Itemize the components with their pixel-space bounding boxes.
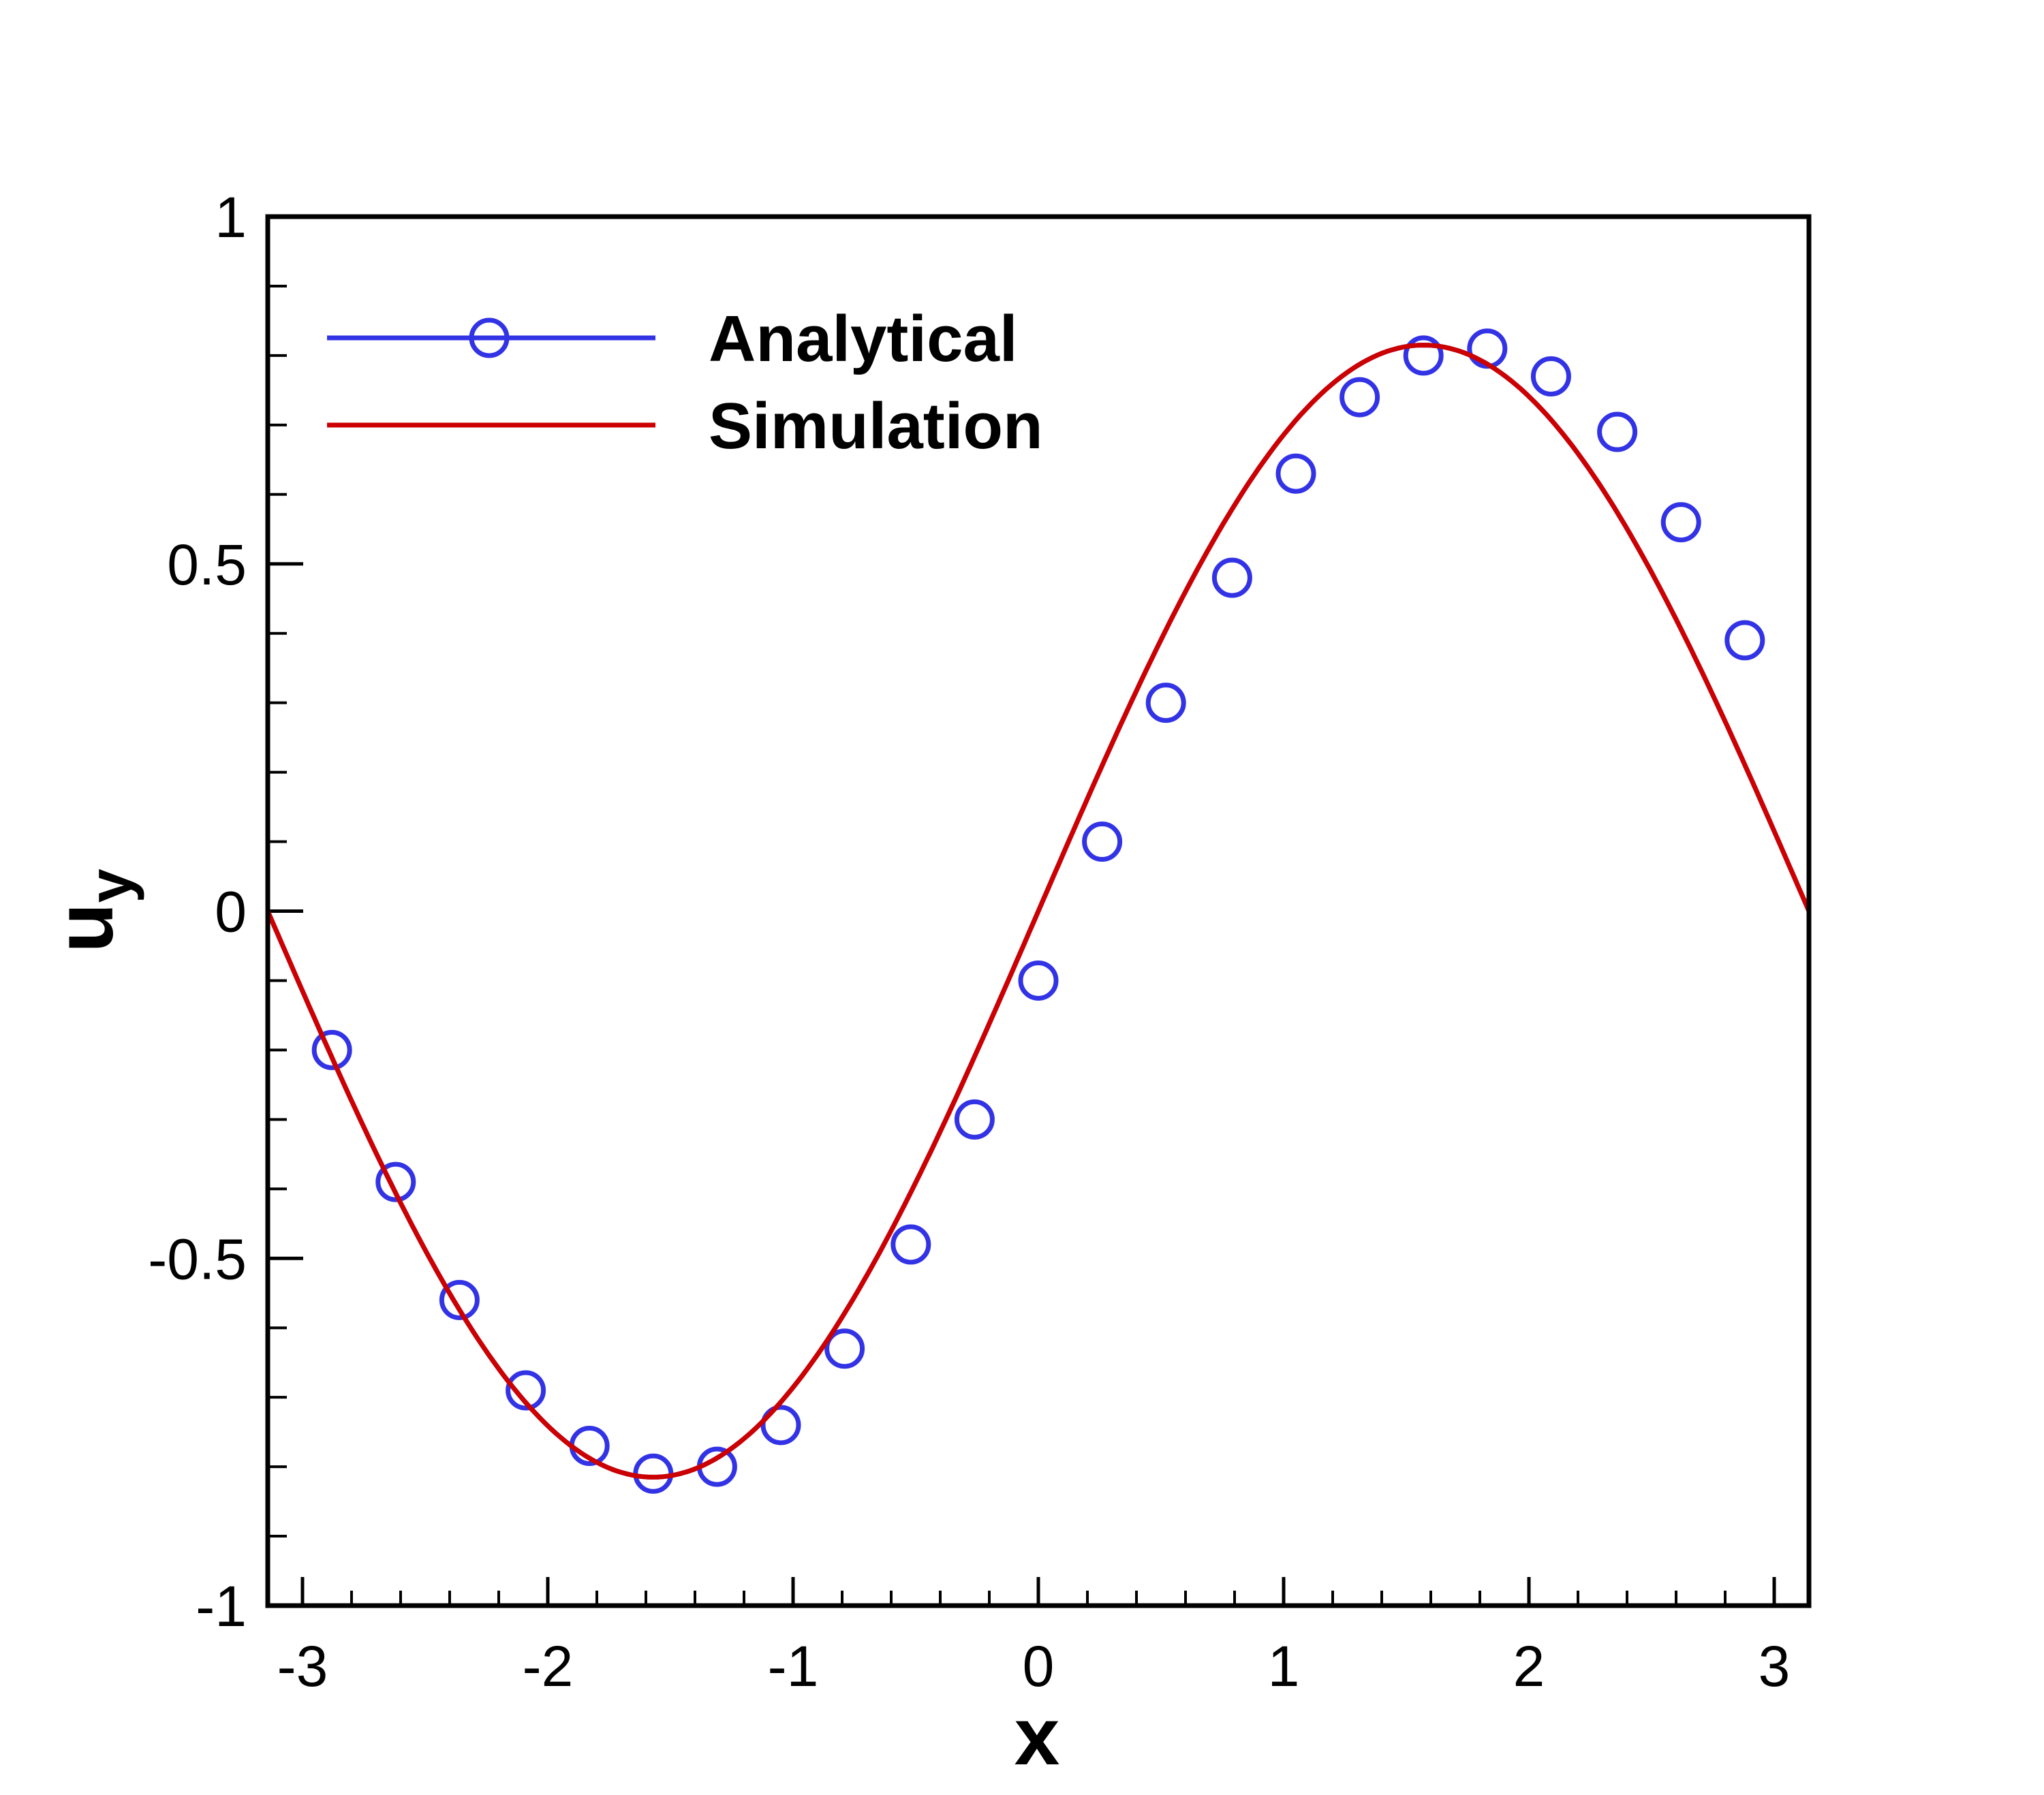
y-tick-label: -0.5 [148, 1227, 247, 1291]
analytical-marker [1724, 620, 1765, 661]
legend-analytical-label: Analytical [709, 302, 1018, 375]
y-tick-label: -1 [196, 1574, 247, 1638]
y-axis-title-base: u [39, 903, 130, 952]
analytical-marker [1530, 356, 1571, 396]
svg-text:uy: uy [39, 869, 145, 952]
x-tick-label: 3 [1759, 1634, 1791, 1698]
x-tick-label: 0 [1023, 1634, 1055, 1698]
analytical-marker [824, 1328, 865, 1369]
x-tick-label: -1 [768, 1634, 819, 1698]
plot-frame [265, 214, 1812, 1608]
analytical-marker [633, 1453, 674, 1494]
analytical-marker [1018, 960, 1059, 1001]
series-layer [265, 328, 1812, 1494]
analytical-marker [760, 1405, 801, 1446]
ticks-layer: -3 -2 -1 0 1 2 3 -1 -0.5 0 0.5 1 [148, 185, 1790, 1698]
analytical-marker [891, 1224, 931, 1265]
x-tick-label: 2 [1513, 1634, 1545, 1698]
analytical-marker [954, 1099, 995, 1140]
analytical-marker [1082, 822, 1123, 862]
analytical-marker [1211, 557, 1252, 598]
y-axis-title: uy [39, 869, 145, 952]
x-tick-label: 1 [1268, 1634, 1300, 1698]
simulation-line [265, 343, 1812, 1480]
analytical-marker [375, 1161, 416, 1202]
legend-simulation-label: Simulation [709, 390, 1043, 463]
analytical-marker [1275, 453, 1316, 494]
legend-analytical-marker [469, 317, 510, 358]
x-tick-label: -3 [277, 1634, 328, 1698]
y-tick-label: 0 [215, 880, 247, 944]
y-tick-label: 0.5 [167, 533, 247, 597]
x-axis-title: x [1015, 1691, 1060, 1782]
analytical-marker [1145, 683, 1186, 723]
analytical-marker [1340, 377, 1380, 418]
analytical-marker [1597, 411, 1638, 452]
analytical-marker [506, 1370, 546, 1411]
legend: Analytical Simulation [327, 302, 1043, 463]
analytical-marker [1403, 335, 1444, 376]
y-tick-label: 1 [215, 185, 247, 249]
analytical-marker [439, 1279, 480, 1320]
analytical-marker [1467, 328, 1508, 369]
analytical-marker [1660, 502, 1701, 543]
y-axis-title-subscript: y [77, 869, 145, 903]
x-tick-label: -2 [523, 1634, 574, 1698]
analytical-marker [311, 1029, 352, 1070]
